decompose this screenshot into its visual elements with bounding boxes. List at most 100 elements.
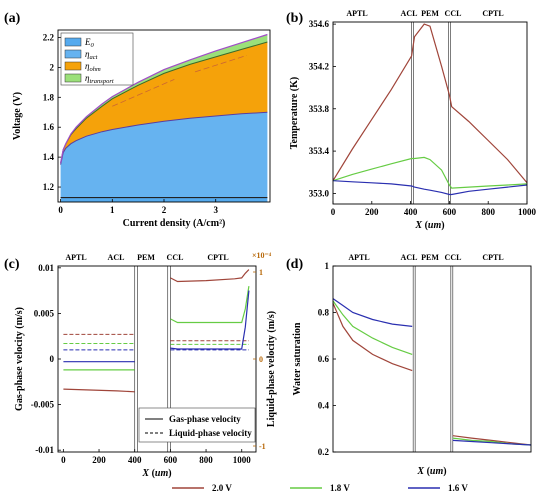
legend-swatch (64, 73, 82, 83)
right-y-tick-label: 0 (259, 355, 263, 364)
bottom-legend-label: 1.6 V (448, 483, 468, 493)
y-axis-label: Water saturation (292, 322, 303, 395)
legend-swatch (64, 61, 82, 71)
gas-velocity-line-2 (170, 286, 250, 324)
y-axis-label: Temperature (K) (289, 77, 300, 150)
x-axis-label: Current density (A/cm²) (123, 218, 226, 229)
x-tick-label: 400 (404, 207, 418, 217)
x-tick-label: 3 (213, 205, 218, 215)
x-tick-label: 800 (199, 455, 213, 465)
y-tick-label: 354.2 (309, 61, 330, 71)
bottom-legend-label: 1.8 V (330, 483, 350, 493)
y-tick-label: 0.6 (318, 354, 330, 364)
y-tick-label: 354.6 (309, 19, 330, 29)
transport-boundary-line (60, 33, 268, 164)
act-boundary-line (60, 111, 268, 165)
legend-label: ηohm (85, 61, 101, 73)
y-tick-label: 353.4 (309, 146, 330, 156)
x-tick-label: 1 (110, 205, 115, 215)
legend-swatch (64, 37, 82, 47)
area-ηtransport (60, 34, 268, 164)
y-tick-label: 2.2 (43, 32, 55, 42)
x-tick-label: 200 (92, 455, 106, 465)
legend-label: ηact (85, 49, 98, 61)
right-axis-multiplier: ×10⁻⁴ (252, 251, 272, 260)
y-tick-label: 1 (325, 261, 330, 271)
y-tick-label: 2 (50, 62, 55, 72)
panel-label: (a) (4, 11, 21, 26)
right-y-tick-label: -1 (259, 442, 266, 451)
region-label: CPTL (482, 253, 503, 262)
x-tick-label: 1000 (233, 455, 252, 465)
x-tick-label: 800 (481, 207, 495, 217)
region-label: APTL (65, 253, 86, 262)
region-label: ACL (401, 253, 418, 262)
plot-frame-b (332, 21, 528, 205)
x-tick-label: 600 (164, 455, 178, 465)
region-label: CPTL (482, 9, 503, 18)
panel-label: (c) (4, 257, 20, 272)
x-tick-label: 2 (162, 205, 167, 215)
y-tick-label: 0.2 (318, 447, 330, 457)
gas-velocity-line-1 (63, 388, 135, 393)
region-label: CPTL (207, 253, 228, 262)
y-tick-label: 1.8 (43, 92, 55, 102)
legend-liquid-label: Liquid-phase velocity (169, 428, 252, 438)
area-ηact (60, 112, 268, 198)
gas-velocity-line-3 (170, 290, 250, 350)
saturation-line-1 (452, 435, 532, 446)
y-tick-label: 1.4 (43, 152, 55, 162)
region-label: PEM (137, 253, 155, 262)
series-line-3 (332, 180, 528, 196)
y-axis-label: Gas-phase velocity (m/s) (14, 307, 25, 411)
region-label: CCL (445, 253, 462, 262)
x-tick-label: 400 (128, 455, 142, 465)
bottom-legend-label: 2.0 V (212, 483, 232, 493)
legend-swatch (64, 49, 82, 59)
y-tick-label: -0.01 (35, 445, 54, 455)
region-label: CCL (445, 9, 462, 18)
y-axis-label: Voltage (V) (12, 92, 23, 140)
legend-label: E0 (84, 37, 95, 49)
x-tick-label: 0 (58, 205, 63, 215)
gas-velocity-line-1 (170, 269, 250, 283)
region-label: ACL (401, 9, 418, 18)
y-axis-label: Liquid-phase velocity (m/s) (266, 311, 277, 427)
panel-label: (b) (286, 11, 303, 26)
x-axis-label: X (um) (141, 468, 171, 479)
legend-label: ηtransport (85, 73, 114, 85)
saturation-line-2 (332, 300, 413, 355)
x-axis-label: X (um) (414, 220, 444, 231)
region-label: APTL (346, 9, 367, 18)
plot-frame-d (332, 265, 532, 453)
x-axis-label: X (um) (416, 466, 446, 477)
y-tick-label: 0.01 (38, 263, 54, 273)
legend-box (138, 407, 256, 443)
series-line-1 (332, 23, 528, 184)
x-tick-label: 0 (331, 207, 336, 217)
y-tick-label: -0.005 (31, 400, 55, 410)
y-tick-label: 0.4 (318, 401, 330, 411)
right-y-tick-label: 1 (259, 268, 263, 277)
y-tick-label: 353.0 (309, 188, 330, 198)
y-tick-label: 353.8 (309, 104, 330, 114)
y-tick-label: 0 (50, 354, 55, 364)
x-tick-label: 1000 (518, 207, 537, 217)
y-tick-label: 1.6 (43, 122, 55, 132)
series-line-2 (332, 156, 528, 189)
x-tick-label: 600 (443, 207, 457, 217)
region-label: PEM (421, 253, 439, 262)
saturation-line-1 (332, 302, 413, 372)
legend-gas-label: Gas-phase velocity (169, 414, 241, 424)
x-tick-label: 200 (365, 207, 379, 217)
panel-label: (d) (286, 257, 303, 272)
region-label: CCL (167, 253, 184, 262)
region-label: APTL (348, 253, 369, 262)
dashed-trend-line (112, 55, 247, 107)
saturation-line-3 (332, 298, 413, 327)
y-tick-label: 0.005 (34, 308, 55, 318)
y-tick-label: 1.2 (43, 182, 55, 192)
y-tick-label: 0.8 (318, 308, 330, 318)
area-ηohm (60, 42, 268, 165)
